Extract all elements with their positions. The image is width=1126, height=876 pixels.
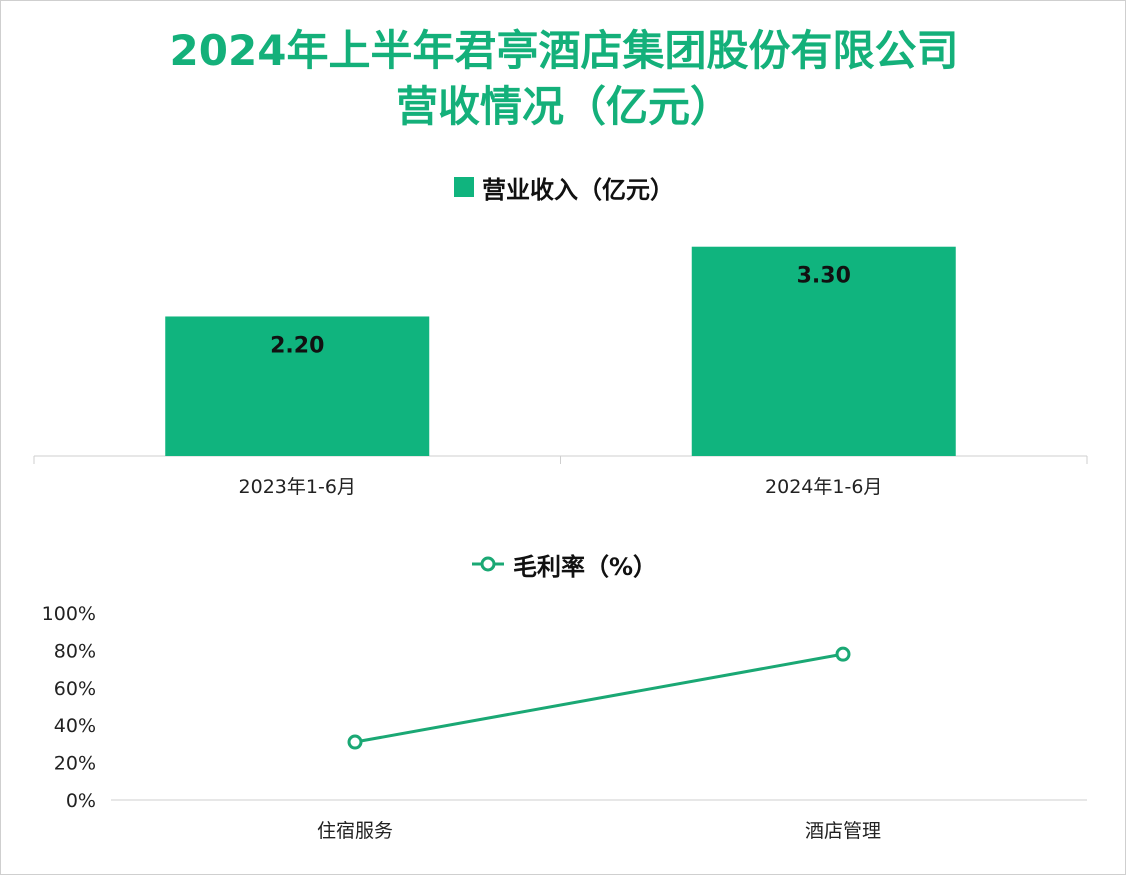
line-y-tick-label: 0% <box>66 790 96 812</box>
bar-x-tick-label: 2023年1-6月 <box>239 476 356 498</box>
bar-legend: 营业收入（亿元） <box>1 169 1126 205</box>
chart-title: 2024年上半年君亭酒店集团股份有限公司 营收情况（亿元） <box>1 23 1126 135</box>
bar <box>165 316 430 456</box>
line-x-tick-label: 酒店管理 <box>805 820 881 842</box>
line-y-tick-label: 40% <box>54 715 96 737</box>
line-legend: 毛利率（%） <box>1 546 1126 582</box>
bar-legend-label: 营业收入（亿元） <box>482 175 674 204</box>
title-line-2: 营收情况（亿元） <box>395 82 732 131</box>
bar-legend-swatch <box>454 177 474 197</box>
bar-data-label: 3.30 <box>797 264 851 289</box>
title-line-1: 2024年上半年君亭酒店集团股份有限公司 <box>169 26 959 75</box>
line-y-tick-label: 60% <box>54 678 96 700</box>
series-line <box>354 652 844 744</box>
line-point <box>835 646 851 662</box>
bar <box>691 246 956 456</box>
line-y-tick-label: 20% <box>54 753 96 775</box>
line-point <box>347 734 363 750</box>
line-y-tick-label: 80% <box>54 640 96 662</box>
bar-data-label: 2.20 <box>270 333 324 358</box>
line-y-tick-label: 100% <box>42 603 96 625</box>
bar-x-tick-label: 2024年1-6月 <box>765 476 882 498</box>
line-legend-label: 毛利率（%） <box>512 552 658 581</box>
line-legend-swatch <box>471 556 504 572</box>
line-x-tick-label: 住宿服务 <box>317 820 393 842</box>
